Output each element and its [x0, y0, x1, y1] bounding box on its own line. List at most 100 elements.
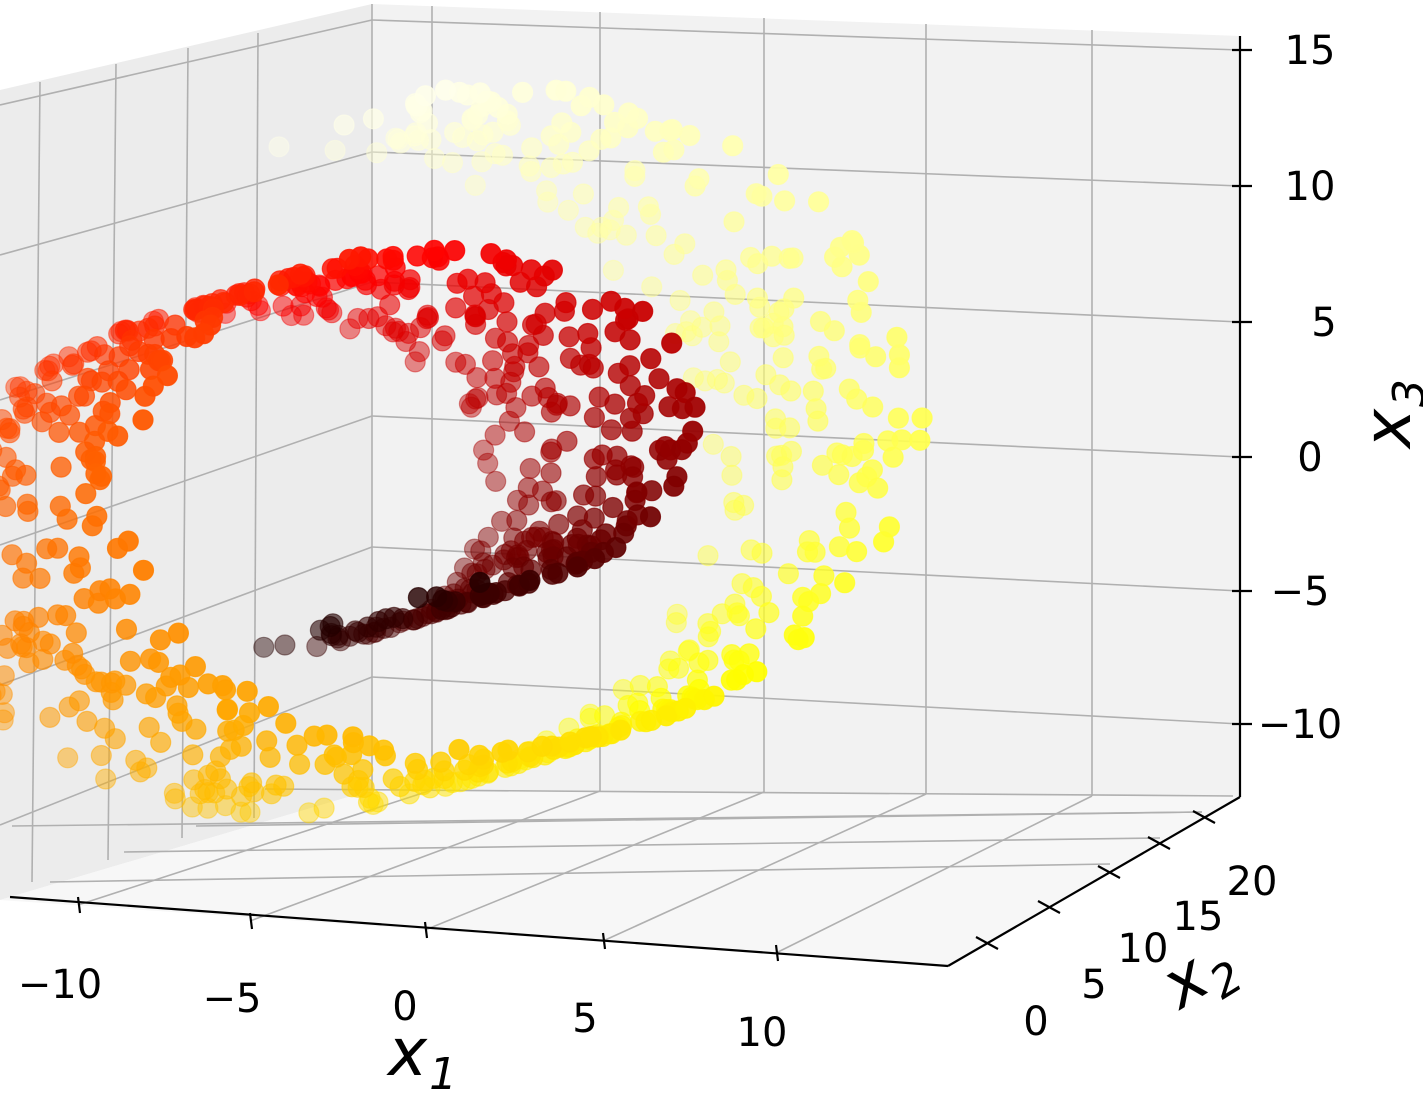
x2-tick-label-4: 20 — [1227, 859, 1278, 905]
x2-axis-line — [947, 796, 1241, 967]
scatter-point — [865, 346, 887, 368]
scatter-point — [342, 726, 364, 748]
scatter-point — [641, 480, 663, 502]
scatter-point — [132, 559, 155, 581]
scatter-point — [513, 421, 536, 443]
scatter-point — [547, 562, 569, 584]
scatter-point — [809, 582, 832, 605]
grid-floor-x-3 — [602, 793, 927, 942]
scatter-point — [891, 429, 913, 451]
scatter-point — [333, 114, 355, 136]
scatter-point — [602, 496, 624, 519]
x1-tick-4 — [774, 944, 780, 962]
scatter-point — [887, 407, 910, 429]
scatter-point — [703, 685, 725, 707]
grid-floor-y-3 — [195, 811, 1203, 827]
scatter-point — [582, 357, 604, 379]
scatter-point — [604, 393, 626, 415]
scatter-point — [661, 119, 683, 141]
scatter-point — [90, 744, 112, 767]
scatter-point — [719, 351, 741, 373]
scatter-point — [555, 292, 577, 314]
scatter-point — [807, 410, 829, 432]
grid-floor-x-4 — [775, 795, 1093, 954]
scatter-point — [641, 276, 663, 298]
scatter-point — [275, 712, 297, 734]
scatter-point — [497, 331, 519, 353]
scatter-point — [722, 135, 744, 157]
scatter-point — [807, 191, 830, 213]
scatter-point — [872, 531, 895, 553]
scatter-point — [648, 368, 670, 390]
scatter-point — [473, 439, 495, 461]
scatter-point — [268, 136, 290, 158]
scatter-point — [156, 365, 178, 387]
scatter-point — [474, 272, 496, 294]
scatter-point — [758, 601, 780, 624]
x1-tick-0 — [76, 896, 82, 914]
scatter-point — [541, 259, 564, 281]
scatter-point — [29, 567, 51, 590]
scatter-point — [477, 452, 499, 474]
scatter-point — [831, 256, 853, 278]
scatter-point — [780, 440, 803, 462]
scatter-point — [107, 425, 129, 447]
scatter-point — [804, 541, 826, 563]
scatter-point — [238, 702, 261, 724]
scatter-point — [640, 348, 662, 370]
scatter-point — [119, 650, 141, 672]
scatter-point — [679, 124, 701, 147]
scatter-point — [467, 387, 489, 409]
scatter-point — [746, 287, 769, 309]
scatter-point — [454, 353, 476, 375]
scatter-point — [882, 446, 904, 468]
scatter-point — [665, 611, 687, 634]
scatter-point — [723, 211, 745, 233]
scatter-point — [614, 297, 636, 319]
scatter-point — [792, 605, 814, 627]
scatter-point — [645, 225, 667, 247]
scatter-point — [404, 351, 426, 373]
scatter-point — [857, 271, 879, 293]
scatter-point — [721, 464, 743, 486]
scatter-point — [674, 233, 696, 255]
x2-tick-3 — [1147, 836, 1171, 850]
scatter-point — [39, 633, 61, 655]
scatter-point — [57, 747, 79, 769]
scatter-point — [632, 403, 654, 425]
scatter-point — [551, 112, 573, 134]
scatter-point — [430, 751, 452, 773]
scatter-point — [715, 259, 737, 281]
scatter-point — [50, 456, 72, 478]
scatter-point — [86, 505, 108, 527]
scatter-point — [697, 649, 719, 672]
scatter-point — [852, 439, 875, 461]
scatter-point — [119, 583, 141, 606]
scatter-point — [497, 739, 519, 761]
x2-tick-4 — [1192, 810, 1216, 824]
scatter-point — [289, 753, 311, 775]
axes — [9, 36, 1252, 968]
scatter-point — [216, 698, 238, 720]
x1-tick-label-3: 5 — [572, 996, 597, 1042]
scatter-point — [823, 320, 845, 342]
x2-tick-label-1: 5 — [1081, 962, 1106, 1008]
scatter-point — [720, 445, 742, 468]
scatter-point — [115, 618, 138, 640]
scatter-point — [132, 409, 154, 431]
scatter-point — [441, 152, 464, 174]
x2-tick-label-2: 10 — [1118, 926, 1169, 972]
scatter-point — [578, 86, 601, 109]
scatter-point — [751, 542, 773, 564]
scatter-point — [583, 507, 605, 529]
grid-right-h-1 — [371, 151, 1241, 187]
scatter-point — [772, 347, 794, 369]
scatter-point — [682, 420, 704, 442]
scatter-point — [444, 240, 466, 262]
scatter-point — [0, 709, 14, 731]
scatter-point — [404, 752, 426, 774]
scatter-point — [521, 137, 543, 159]
scatter-point — [746, 661, 768, 683]
scatter-point — [434, 325, 456, 347]
